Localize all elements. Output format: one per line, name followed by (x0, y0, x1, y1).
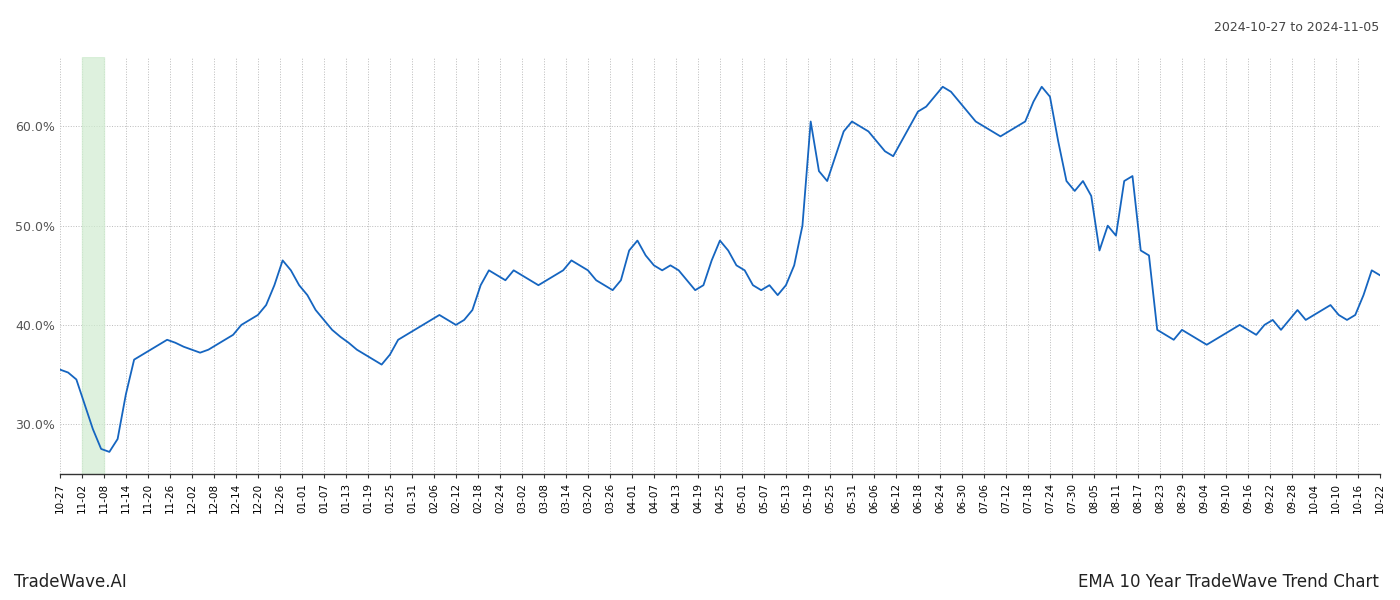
Text: TradeWave.AI: TradeWave.AI (14, 573, 127, 591)
Text: EMA 10 Year TradeWave Trend Chart: EMA 10 Year TradeWave Trend Chart (1078, 573, 1379, 591)
Bar (81, 57, 104, 474)
Text: 2024-10-27 to 2024-11-05: 2024-10-27 to 2024-11-05 (1214, 21, 1379, 34)
